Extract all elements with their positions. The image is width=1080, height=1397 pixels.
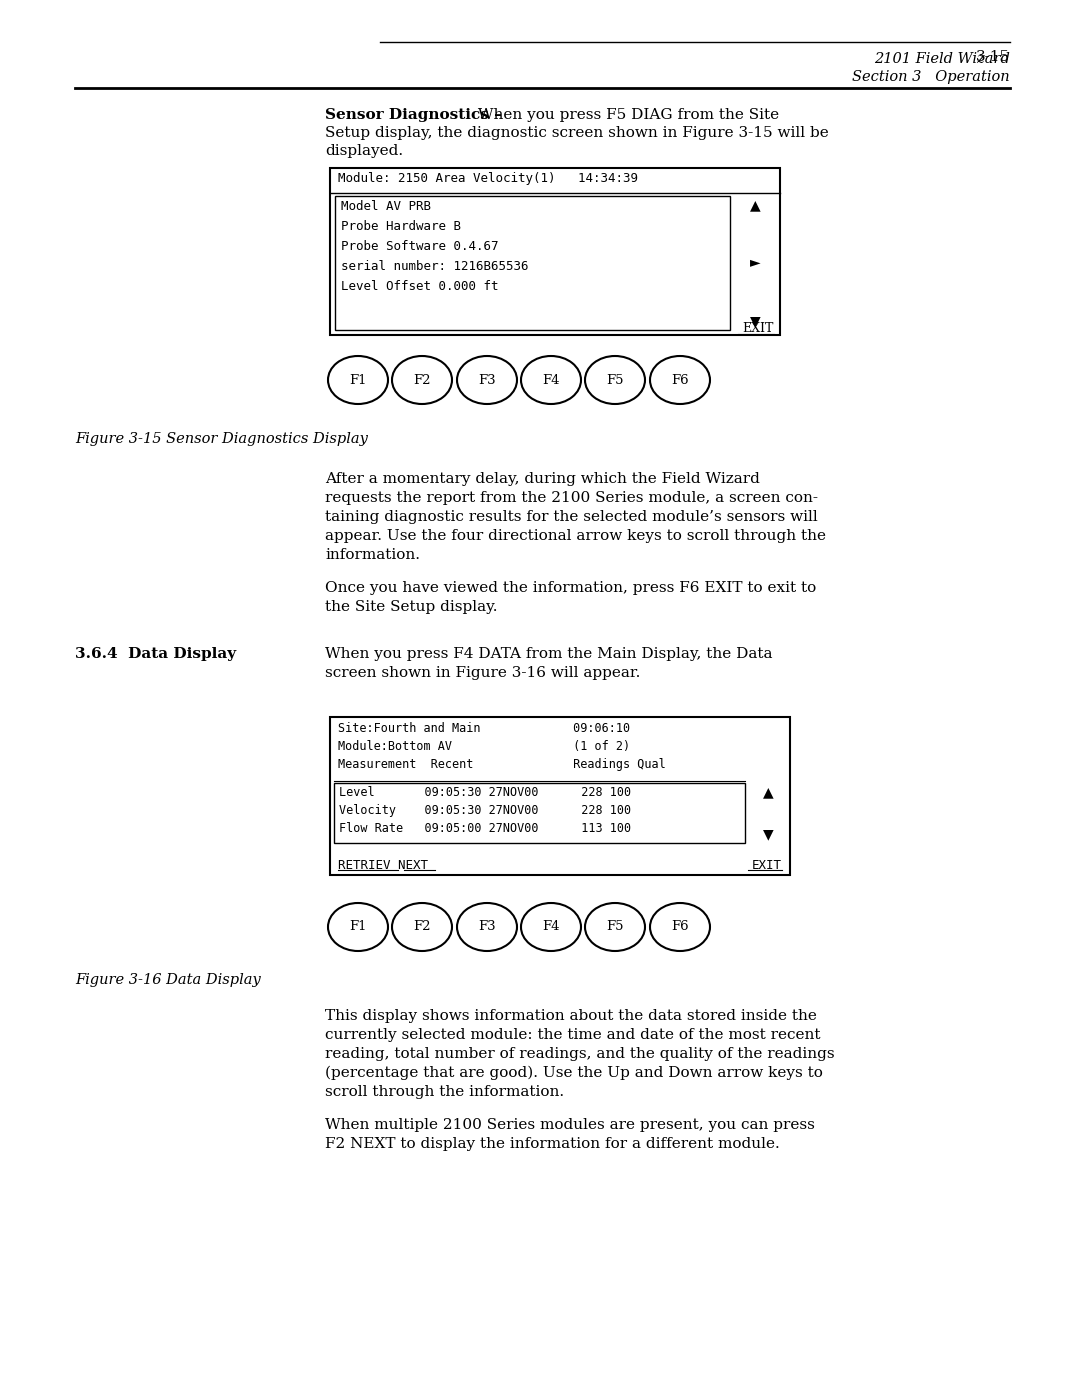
Text: Probe Software 0.4.67: Probe Software 0.4.67 <box>341 240 499 253</box>
Text: ▲: ▲ <box>762 785 773 799</box>
Bar <box>330 168 780 335</box>
Ellipse shape <box>521 902 581 951</box>
Text: Sensor Diagnostics –: Sensor Diagnostics – <box>325 108 502 122</box>
Text: screen shown in Figure 3-16 will appear.: screen shown in Figure 3-16 will appear. <box>325 666 640 680</box>
Text: currently selected module: the time and date of the most recent: currently selected module: the time and … <box>325 1028 821 1042</box>
Text: F5: F5 <box>606 921 624 933</box>
Text: F3: F3 <box>478 921 496 933</box>
Ellipse shape <box>650 902 710 951</box>
Text: When multiple 2100 Series modules are present, you can press: When multiple 2100 Series modules are pr… <box>325 1118 815 1132</box>
Text: F2: F2 <box>414 373 431 387</box>
Text: Figure 3-16 Data Display: Figure 3-16 Data Display <box>75 972 260 988</box>
Text: F3: F3 <box>478 373 496 387</box>
Text: ▼: ▼ <box>750 314 760 328</box>
Ellipse shape <box>392 902 453 951</box>
Bar <box>334 782 745 842</box>
Text: ▼: ▼ <box>762 827 773 841</box>
Text: This display shows information about the data stored inside the: This display shows information about the… <box>325 1009 816 1023</box>
Text: F4: F4 <box>542 373 559 387</box>
Text: Level       09:05:30 27NOV00      228 100: Level 09:05:30 27NOV00 228 100 <box>339 787 631 799</box>
Bar <box>335 196 730 330</box>
Ellipse shape <box>650 356 710 404</box>
Bar <box>330 717 789 875</box>
Text: displayed.: displayed. <box>325 144 403 158</box>
Ellipse shape <box>521 356 581 404</box>
Text: Level Offset 0.000 ft: Level Offset 0.000 ft <box>341 279 499 293</box>
Text: Probe Hardware B: Probe Hardware B <box>341 219 461 233</box>
Text: Measurement  Recent              Readings Qual: Measurement Recent Readings Qual <box>338 759 665 771</box>
Text: F2: F2 <box>414 921 431 933</box>
Text: Velocity    09:05:30 27NOV00      228 100: Velocity 09:05:30 27NOV00 228 100 <box>339 805 631 817</box>
Text: (percentage that are good). Use the Up and Down arrow keys to: (percentage that are good). Use the Up a… <box>325 1066 823 1080</box>
Text: requests the report from the 2100 Series module, a screen con-: requests the report from the 2100 Series… <box>325 490 818 504</box>
Text: Once you have viewed the information, press F6 EXIT to exit to: Once you have viewed the information, pr… <box>325 581 816 595</box>
Text: RETRIEV NEXT: RETRIEV NEXT <box>338 859 428 872</box>
Text: Figure 3-15 Sensor Diagnostics Display: Figure 3-15 Sensor Diagnostics Display <box>75 432 368 446</box>
Ellipse shape <box>328 356 388 404</box>
Text: F1: F1 <box>349 373 367 387</box>
Ellipse shape <box>585 356 645 404</box>
Text: serial number: 1216B65536: serial number: 1216B65536 <box>341 260 528 272</box>
Text: EXIT: EXIT <box>743 321 774 334</box>
Text: Model AV PRB: Model AV PRB <box>341 200 431 212</box>
Text: Module: 2150 Area Velocity(1)   14:34:39: Module: 2150 Area Velocity(1) 14:34:39 <box>338 172 638 184</box>
Text: When you press F4 DATA from the Main Display, the Data: When you press F4 DATA from the Main Dis… <box>325 647 772 661</box>
Text: information.: information. <box>325 548 420 562</box>
Text: reading, total number of readings, and the quality of the readings: reading, total number of readings, and t… <box>325 1046 835 1060</box>
Text: Setup display, the diagnostic screen shown in Figure 3-15 will be: Setup display, the diagnostic screen sho… <box>325 126 828 140</box>
Text: ▲: ▲ <box>750 198 760 212</box>
Ellipse shape <box>457 902 517 951</box>
Text: the Site Setup display.: the Site Setup display. <box>325 599 498 615</box>
Ellipse shape <box>457 356 517 404</box>
Text: F1: F1 <box>349 921 367 933</box>
Text: 3.6.4  Data Display: 3.6.4 Data Display <box>75 647 237 661</box>
Text: appear. Use the four directional arrow keys to scroll through the: appear. Use the four directional arrow k… <box>325 529 826 543</box>
Ellipse shape <box>585 902 645 951</box>
Text: Flow Rate   09:05:00 27NOV00      113 100: Flow Rate 09:05:00 27NOV00 113 100 <box>339 821 631 835</box>
Text: F2 NEXT to display the information for a different module.: F2 NEXT to display the information for a… <box>325 1137 780 1151</box>
Text: taining diagnostic results for the selected module’s sensors will: taining diagnostic results for the selec… <box>325 510 818 524</box>
Text: EXIT: EXIT <box>752 859 782 872</box>
Text: scroll through the information.: scroll through the information. <box>325 1085 564 1099</box>
Text: Site:Fourth and Main             09:06:10: Site:Fourth and Main 09:06:10 <box>338 722 630 735</box>
Text: F4: F4 <box>542 921 559 933</box>
Text: F6: F6 <box>671 921 689 933</box>
Text: ►: ► <box>750 256 760 270</box>
Ellipse shape <box>392 356 453 404</box>
Text: 3-15: 3-15 <box>976 50 1010 64</box>
Text: Module:Bottom AV                 (1 of 2): Module:Bottom AV (1 of 2) <box>338 740 630 753</box>
Text: Section 3   Operation: Section 3 Operation <box>852 70 1010 84</box>
Text: F6: F6 <box>671 373 689 387</box>
Text: After a momentary delay, during which the Field Wizard: After a momentary delay, during which th… <box>325 472 760 486</box>
Ellipse shape <box>328 902 388 951</box>
Text: 2101 Field Wizard: 2101 Field Wizard <box>874 52 1010 66</box>
Text: F5: F5 <box>606 373 624 387</box>
Text: When you press F5 DIAG from the Site: When you press F5 DIAG from the Site <box>473 108 779 122</box>
